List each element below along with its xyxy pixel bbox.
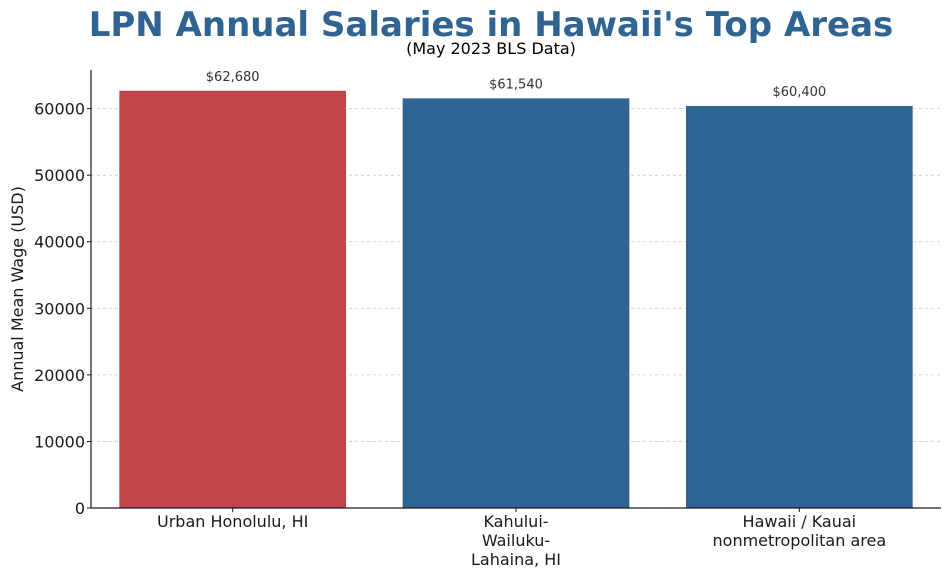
chart-title: LPN Annual Salaries in Hawaii's Top Area… — [89, 5, 894, 45]
bar — [119, 90, 346, 509]
y-axis-label: Annual Mean Wage (USD) — [8, 186, 27, 392]
bar-value-label: $61,540 — [489, 77, 543, 92]
y-tick-label: 0 — [75, 499, 85, 518]
bars — [119, 90, 913, 509]
y-tick-label: 30000 — [34, 299, 85, 318]
data-labels: $62,680 $61,540 $60,400 — [206, 70, 826, 100]
bar — [402, 98, 630, 508]
x-tick-label: Hawaii / Kauai nonmetropolitan area — [713, 512, 887, 550]
y-tick-label: 60000 — [34, 100, 85, 119]
y-tick-label: 20000 — [34, 366, 85, 385]
y-ticks: 0 10000 20000 30000 40000 50000 60000 — [34, 100, 91, 518]
chart-subtitle: (May 2023 BLS Data) — [406, 39, 576, 58]
bar — [686, 105, 913, 509]
y-tick-label: 10000 — [34, 432, 85, 451]
x-tick-label: Kahului-Wailuku-Lahaina, HI — [471, 512, 561, 569]
x-ticks: Urban Honolulu, HI Kahului-Wailuku-Lahain… — [157, 508, 886, 569]
x-tick-label: Urban Honolulu, HI — [157, 512, 308, 531]
bar-value-label: $62,680 — [206, 70, 260, 85]
bar-value-label: $60,400 — [772, 85, 826, 100]
y-tick-label: 40000 — [34, 233, 85, 252]
y-tick-label: 50000 — [34, 166, 85, 185]
